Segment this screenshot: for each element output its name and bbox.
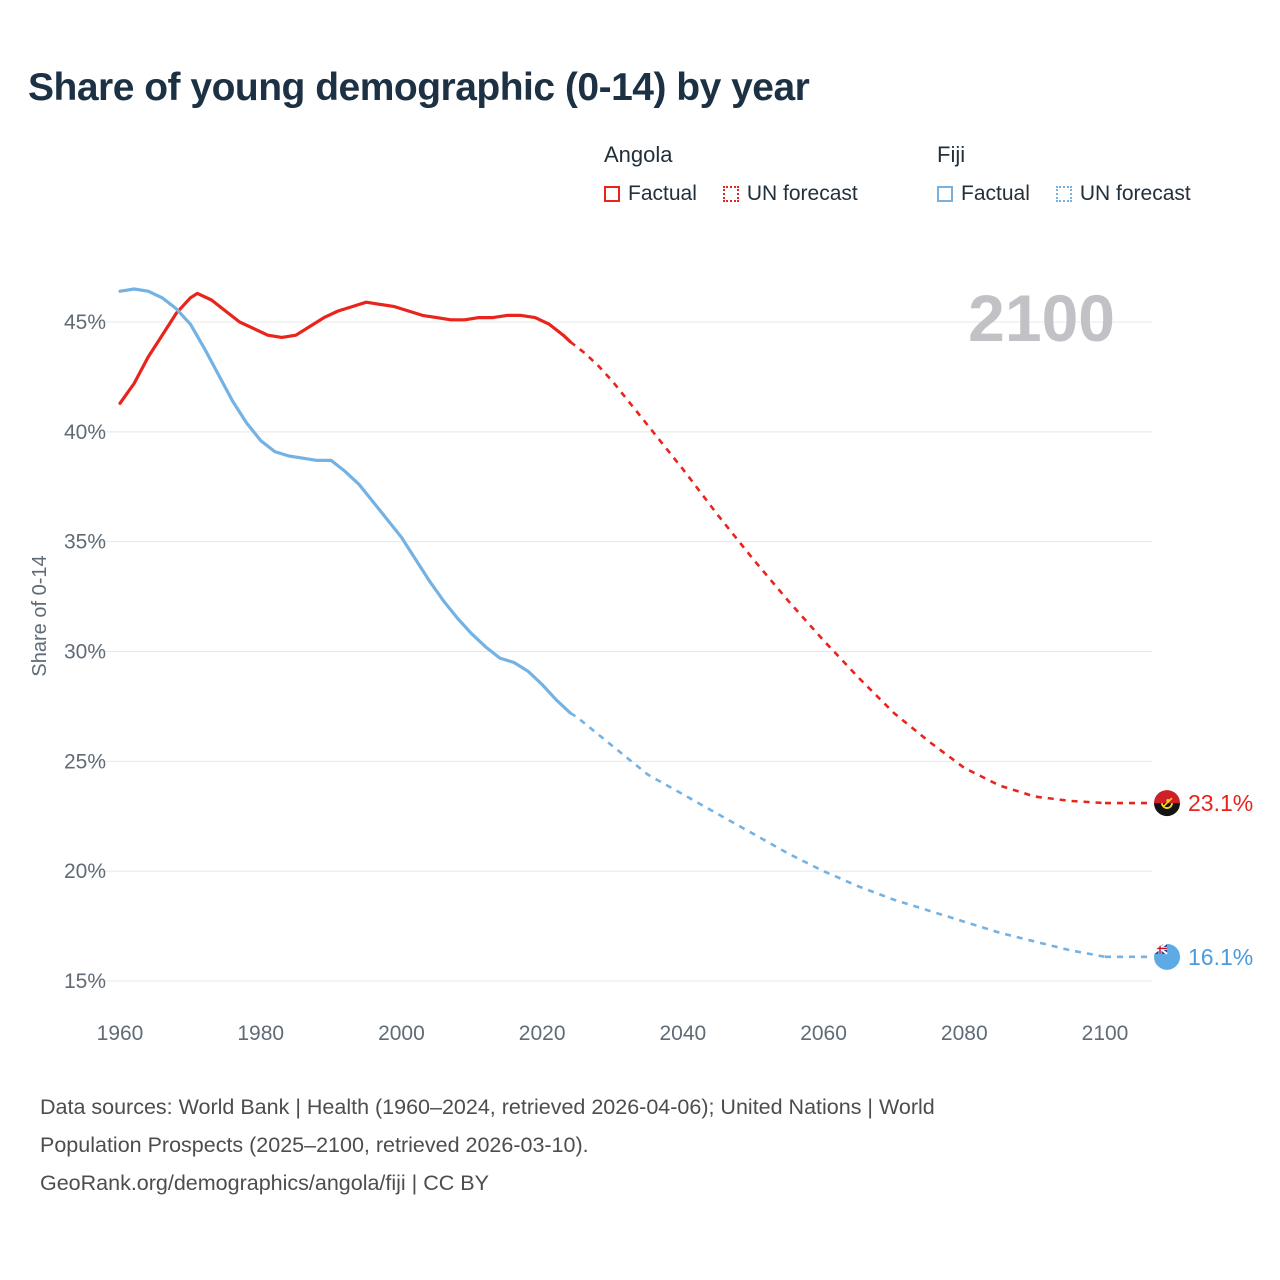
legend-row-fiji: Factual UN forecast: [937, 182, 1191, 206]
svg-text:15%: 15%: [64, 970, 106, 993]
svg-text:2080: 2080: [941, 1022, 988, 1045]
svg-text:35%: 35%: [64, 531, 106, 554]
legend-item-fiji-forecast: UN forecast: [1055, 182, 1191, 206]
svg-text:30%: 30%: [64, 641, 106, 664]
series-line-angola-un-forecast: [569, 340, 1106, 805]
svg-text:40%: 40%: [64, 421, 106, 444]
legend-label-angola-forecast: UN forecast: [746, 182, 858, 205]
legend-swatch-angola-forecast: [722, 186, 739, 202]
angola-flag-icon: [1153, 789, 1181, 817]
page-title: Share of young demographic (0-14) by yea…: [28, 66, 810, 109]
end-value-label-fiji: 16.1%: [1188, 944, 1253, 970]
svg-text:2100: 2100: [1082, 1022, 1129, 1045]
footer-line-3: GeoRank.org/demographics/angola/fiji | C…: [40, 1171, 489, 1195]
svg-text:2060: 2060: [800, 1022, 847, 1045]
legend-item-angola-forecast: UN forecast: [722, 182, 858, 206]
fiji-flag-icon: [1153, 943, 1181, 971]
svg-text:1980: 1980: [237, 1022, 284, 1045]
svg-text:2000: 2000: [378, 1022, 425, 1045]
legend-label-fiji-forecast: UN forecast: [1079, 182, 1191, 205]
legend-group-angola: Angola Factual UN forecast: [604, 142, 858, 206]
svg-text:2040: 2040: [659, 1022, 706, 1045]
legend-header-angola: Angola: [604, 142, 673, 167]
series-line-angola-factual: [118, 291, 572, 405]
legend-item-angola-factual: Factual: [604, 182, 697, 206]
legend-row-angola: Factual UN forecast: [604, 182, 858, 206]
footer-line-2: Population Prospects (2025–2100, retriev…: [40, 1133, 589, 1157]
svg-text:1960: 1960: [97, 1022, 144, 1045]
footer-line-1: Data sources: World Bank | Health (1960–…: [40, 1095, 935, 1119]
svg-text:2020: 2020: [519, 1022, 566, 1045]
series-line-fiji-un-forecast: [569, 711, 1106, 959]
svg-text:20%: 20%: [64, 860, 106, 883]
svg-text:45%: 45%: [64, 311, 106, 334]
svg-text:Share of 0-14: Share of 0-14: [29, 555, 51, 676]
legend-item-fiji-factual: Factual: [937, 182, 1030, 206]
legend-swatch-fiji-forecast: [1055, 186, 1072, 202]
svg-text:2100: 2100: [968, 281, 1115, 355]
end-value-label-angola: 23.1%: [1188, 790, 1253, 816]
data-sources-note: Data sources: World Bank | Health (1960–…: [40, 1088, 1180, 1202]
legend-label-angola-factual: Factual: [628, 182, 697, 205]
legend-label-fiji-factual: Factual: [961, 182, 1030, 205]
legend-header-fiji: Fiji: [937, 142, 966, 167]
series-line-fiji-factual: [118, 287, 572, 715]
legend-group-fiji: Fiji Factual UN forecast: [937, 142, 1191, 206]
svg-text:25%: 25%: [64, 750, 106, 773]
legend-swatch-angola-factual: [604, 186, 620, 202]
legend-swatch-fiji-factual: [937, 186, 953, 202]
